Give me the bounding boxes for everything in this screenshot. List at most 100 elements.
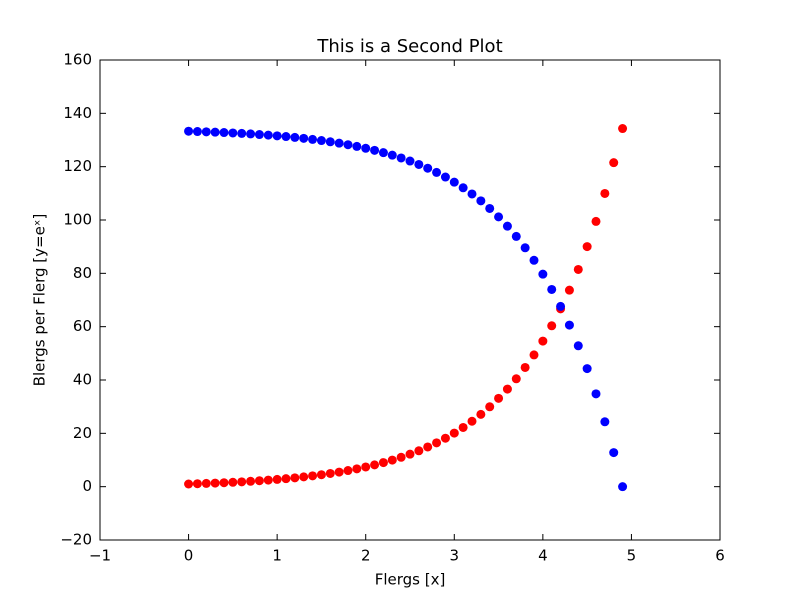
point (591, 389, 601, 399)
point (520, 243, 530, 253)
point (494, 212, 504, 222)
point (361, 462, 371, 472)
point (246, 476, 256, 486)
point (325, 468, 335, 478)
point (591, 216, 601, 226)
y-tick-label: −20 (60, 531, 92, 549)
point (201, 478, 211, 488)
point (272, 131, 282, 141)
point (219, 128, 229, 138)
point (573, 341, 583, 351)
point (494, 393, 504, 403)
y-tick-label: 120 (63, 157, 92, 175)
point (290, 473, 300, 483)
x-tick-label: 1 (272, 547, 282, 565)
point (192, 479, 202, 489)
y-tick-label: 60 (73, 317, 92, 335)
point (184, 126, 194, 136)
point (228, 477, 238, 487)
point (343, 140, 353, 150)
point (476, 196, 486, 206)
point (396, 452, 406, 462)
point (405, 449, 415, 459)
point (387, 150, 397, 160)
chart-title: This is a Second Plot (316, 36, 502, 57)
point (396, 153, 406, 163)
point (423, 163, 433, 173)
point (308, 471, 318, 481)
x-tick-label: −1 (89, 547, 111, 565)
y-axis-label: Blergs per Flerg [y=eˣ] (31, 214, 49, 387)
point (334, 467, 344, 477)
point (582, 242, 592, 252)
point (325, 137, 335, 147)
point (440, 433, 450, 443)
point (476, 409, 486, 419)
point (609, 448, 619, 458)
x-tick-label: 3 (450, 547, 460, 565)
y-tick-label: 100 (63, 211, 92, 229)
point (352, 464, 362, 474)
point (529, 350, 539, 360)
point (387, 455, 397, 465)
point (432, 438, 442, 448)
point (210, 127, 220, 137)
point (600, 417, 610, 427)
point (529, 255, 539, 265)
point (582, 364, 592, 374)
point (511, 374, 521, 384)
point (520, 362, 530, 372)
point (316, 470, 326, 480)
y-tick-label: 160 (63, 51, 92, 69)
point (458, 183, 468, 193)
point (263, 475, 273, 485)
point (378, 148, 388, 158)
point (564, 320, 574, 330)
point (184, 479, 194, 489)
y-tick-label: 140 (63, 104, 92, 122)
point (547, 321, 557, 331)
point (361, 143, 371, 153)
point (485, 203, 495, 213)
y-tick-label: 40 (73, 371, 92, 389)
point (618, 124, 628, 134)
point (254, 476, 264, 486)
point (564, 285, 574, 295)
point (299, 472, 309, 482)
point (308, 134, 318, 144)
point (210, 478, 220, 488)
point (485, 402, 495, 412)
point (440, 172, 450, 182)
point (538, 269, 548, 279)
point (228, 128, 238, 138)
point (299, 133, 309, 143)
point (352, 141, 362, 151)
point (502, 384, 512, 394)
x-tick-label: 0 (184, 547, 194, 565)
point (414, 446, 424, 456)
point (449, 428, 459, 438)
x-tick-label: 5 (627, 547, 637, 565)
point (246, 129, 256, 139)
point (272, 474, 282, 484)
y-tick-label: 80 (73, 264, 92, 282)
point (449, 177, 459, 187)
point (281, 474, 291, 484)
point (609, 158, 619, 168)
point (538, 336, 548, 346)
point (556, 301, 566, 311)
point (254, 130, 264, 140)
x-axis-label: Flergs [x] (375, 571, 446, 589)
point (192, 127, 202, 137)
point (237, 128, 247, 138)
point (201, 127, 211, 137)
x-tick-label: 2 (361, 547, 371, 565)
point (600, 188, 610, 198)
point (432, 167, 442, 177)
point (467, 189, 477, 199)
y-tick-label: 0 (82, 477, 92, 495)
plot-frame (99, 59, 721, 541)
point (237, 477, 247, 487)
